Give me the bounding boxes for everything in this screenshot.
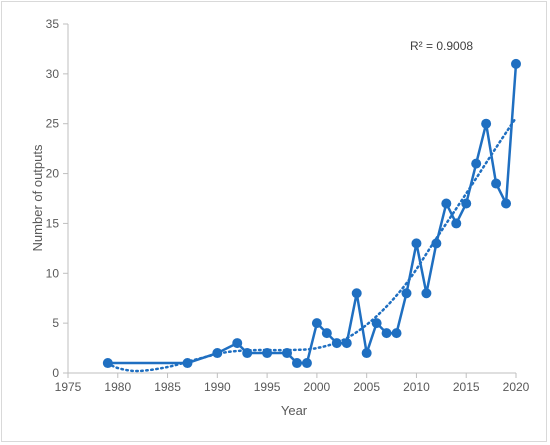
data-point: [341, 338, 352, 349]
x-tick-label: 2005: [353, 380, 380, 394]
y-tick-label: 20: [46, 167, 60, 181]
data-point: [242, 348, 253, 359]
data-point: [471, 158, 482, 169]
x-tick-label: 1985: [154, 380, 181, 394]
trendline-group: [106, 116, 518, 373]
y-tick-label: 0: [52, 366, 59, 380]
x-tick-label: 1975: [55, 380, 82, 394]
x-tick-label: 2010: [403, 380, 430, 394]
data-point: [421, 288, 432, 299]
data-point: [411, 238, 422, 249]
data-point: [282, 348, 293, 359]
data-point: [431, 238, 442, 249]
y-axis-title: Number of outputs: [30, 144, 45, 251]
r-squared-annotation: R² = 0.9008: [410, 39, 473, 53]
data-point: [331, 338, 342, 349]
data-point: [371, 318, 382, 329]
data-point: [321, 328, 332, 339]
x-tick-label: 1980: [104, 380, 131, 394]
tick-labels: 1975 1980 1985 1990 1995 2000 2005 2010 2015 2020…: [46, 17, 530, 394]
series-line: [107, 63, 518, 365]
y-tick-label: 35: [46, 17, 60, 31]
data-point: [361, 348, 372, 359]
y-tick-label: 5: [52, 316, 59, 330]
data-point: [301, 358, 312, 369]
y-tick-label: 10: [46, 266, 60, 280]
y-tick-label: 25: [46, 117, 60, 131]
data-point: [441, 198, 452, 209]
data-point: [291, 358, 302, 369]
data-point: [511, 58, 521, 69]
x-tick-label: 2015: [453, 380, 480, 394]
x-tick-label: 1990: [204, 380, 231, 394]
data-point: [391, 328, 402, 339]
data-point: [481, 118, 492, 129]
series-group: [102, 58, 521, 369]
trendline: [106, 116, 518, 373]
x-axis-title: Year: [281, 403, 308, 418]
data-point: [311, 318, 322, 329]
x-tick-label: 2000: [304, 380, 331, 394]
x-tick-label: 1995: [254, 380, 281, 394]
x-tick-label: 2020: [503, 380, 530, 394]
data-point: [401, 288, 412, 299]
data-point: [461, 198, 472, 209]
data-point: [451, 218, 462, 229]
data-point: [381, 328, 392, 339]
data-point: [212, 348, 223, 359]
data-point: [262, 348, 273, 359]
data-point: [501, 198, 512, 209]
data-point: [102, 358, 113, 369]
data-point: [232, 338, 243, 349]
data-point: [351, 288, 362, 299]
y-tick-label: 30: [46, 67, 60, 81]
data-point: [182, 358, 193, 369]
data-point: [491, 178, 502, 189]
y-tick-label: 15: [46, 216, 60, 230]
axes: [63, 23, 517, 378]
